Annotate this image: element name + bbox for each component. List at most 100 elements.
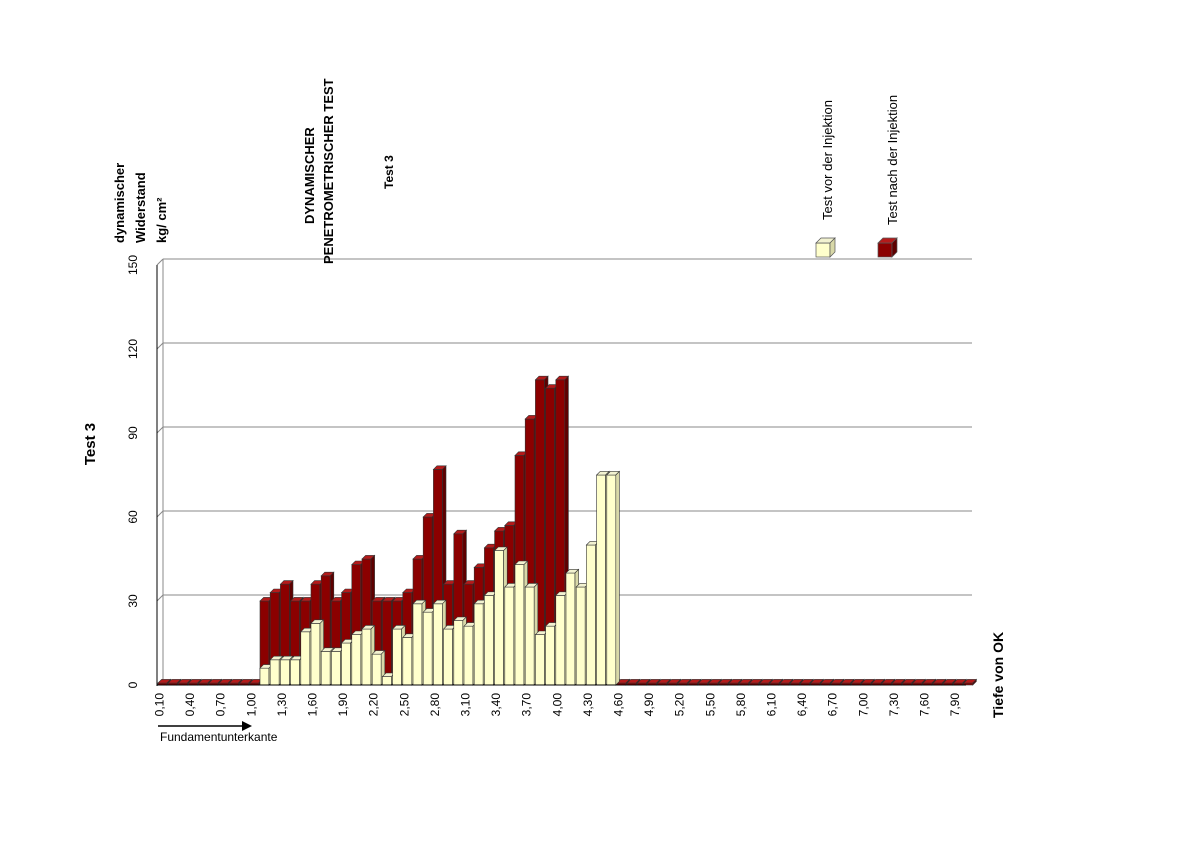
bar-before-injection-front — [555, 595, 566, 686]
y-axis-title-line-2: Widerstand — [133, 172, 148, 243]
x-tick-label: 3,10 — [459, 693, 473, 717]
gridline-diag — [156, 510, 164, 518]
y-axis-title-line-3: kg/ cm² — [154, 197, 169, 243]
bar-before-injection-front — [280, 659, 290, 686]
bar-after-injection — [850, 678, 865, 686]
y-tick-label: 150 — [126, 255, 140, 275]
series-before-injection — [259, 470, 621, 686]
x-tick-label: 5,50 — [703, 693, 717, 717]
x-tick-label: 6,70 — [826, 693, 840, 717]
bar-before-injection-front — [300, 631, 311, 686]
x-tick-labels: 0,10 0,40 0,70 1,00 1,30 1,60 1,90 2,20 2,50 2,80… — [153, 693, 963, 717]
x-tick-label: 1,30 — [275, 693, 289, 717]
bar-before-injection-front — [565, 572, 576, 686]
bar-before-injection-front — [575, 586, 586, 686]
x-tick-label: 1,90 — [336, 693, 350, 717]
bar-before-injection-side — [615, 470, 620, 686]
gridline-diag — [156, 258, 164, 266]
bar-before-injection-front — [504, 586, 515, 686]
x-tick-label: 7,60 — [918, 693, 932, 717]
chart-title-line-2: PENETROMETRISCHER TEST — [321, 78, 336, 264]
foundation-label: Fundamentunterkante — [160, 730, 278, 744]
x-tick-label: 3,70 — [520, 693, 534, 717]
x-tick-label: 4,60 — [612, 693, 626, 717]
bar-before-injection — [606, 470, 621, 686]
x-tick-label: 7,00 — [856, 693, 870, 717]
bar-before-injection-front — [443, 628, 453, 686]
bar-before-injection-front — [331, 651, 341, 686]
x-tick-label: 6,10 — [765, 693, 779, 717]
x-tick-label: 4,90 — [642, 693, 656, 717]
bar-after-injection — [708, 678, 723, 686]
bar-before-injection-front — [473, 603, 484, 686]
bar-after-injection — [728, 678, 743, 686]
legend-swatch-after-front — [877, 242, 893, 258]
bar-before-injection-front — [341, 642, 351, 686]
bar-before-injection-front — [606, 474, 617, 686]
x-tick-label: 3,40 — [489, 693, 503, 717]
bar-before-injection-front — [545, 625, 555, 686]
bar-before-injection-front — [310, 623, 321, 686]
axes — [156, 259, 966, 686]
y-tick-labels: 0 30 60 90 120 150 — [126, 255, 140, 689]
bar-after-injection-side — [972, 678, 977, 686]
bar-before-injection-front — [259, 667, 270, 686]
legend-swatch-before-front — [815, 242, 831, 258]
x-tick-label: 6,40 — [795, 693, 809, 717]
x-tick-label: 5,20 — [673, 693, 687, 717]
legend-label-after-injection: Test nach der Injektion — [885, 95, 900, 225]
y-tick-label: 30 — [126, 594, 140, 608]
y-tick-label: 60 — [126, 510, 140, 524]
bar-before-injection-front — [320, 651, 331, 686]
bar-before-injection-front — [269, 659, 280, 686]
x-tick-label: 4,30 — [581, 693, 595, 717]
bar-before-injection-front — [361, 628, 372, 686]
bar-after-injection — [963, 678, 978, 686]
bar-before-injection-front — [463, 625, 474, 686]
bar-before-injection-front — [596, 474, 606, 686]
gridline-diag — [156, 594, 164, 602]
x-tick-label: 2,20 — [367, 693, 381, 717]
bar-before-injection-front — [535, 634, 545, 686]
bar-before-injection-front — [586, 544, 596, 686]
bar-before-injection-front — [422, 611, 433, 686]
y-tick-label: 120 — [126, 339, 140, 359]
x-tick-label: 1,00 — [244, 693, 258, 717]
bar-before-injection-front — [484, 595, 494, 686]
legend-swatch-before-side — [829, 237, 836, 258]
bar-before-injection-front — [453, 620, 464, 686]
foundation-marker: Fundamentunterkante — [158, 721, 278, 744]
bar-before-injection-front — [514, 564, 525, 686]
bar-after-injection — [626, 678, 641, 686]
bar-before-injection-front — [524, 586, 535, 686]
x-tick-label: 4,00 — [550, 693, 564, 717]
x-tick-label: 0,70 — [214, 693, 228, 717]
legend-swatch-after-side — [891, 237, 898, 258]
gridline-diag — [156, 426, 164, 434]
bar-before-injection-front — [494, 550, 504, 686]
x-tick-label: 2,80 — [428, 693, 442, 717]
bar-before-injection-front — [433, 603, 443, 686]
bar-before-injection-front — [371, 653, 382, 686]
bar-before-injection-front — [351, 634, 362, 686]
x-tick-label: 0,40 — [183, 693, 197, 717]
bar-before-injection-front — [402, 637, 413, 686]
y-axis-title-line-1: dynamischer — [112, 163, 127, 243]
chart-title-line-1: DYNAMISCHER — [302, 127, 317, 224]
legend-label-before-injection: Test vor der Injektion — [820, 100, 835, 220]
bar-after-injection — [952, 678, 967, 686]
bar-before-injection-front — [392, 628, 402, 686]
y-tick-label: 0 — [126, 681, 140, 688]
bar-after-injection — [208, 678, 223, 686]
gridline-diag — [156, 342, 164, 350]
x-tick-label: 7,30 — [887, 693, 901, 717]
foundation-arrow-head — [242, 721, 252, 731]
y-tick-label: 90 — [126, 426, 140, 440]
x-tick-label: 5,80 — [734, 693, 748, 717]
x-tick-label: 0,10 — [153, 693, 167, 717]
side-axis-label: Test 3 — [82, 423, 99, 465]
legend: Test vor der Injektion Test nach der Inj… — [815, 95, 900, 258]
bar-before-injection-front — [412, 603, 423, 686]
chart-subtitle: Test 3 — [382, 155, 396, 189]
